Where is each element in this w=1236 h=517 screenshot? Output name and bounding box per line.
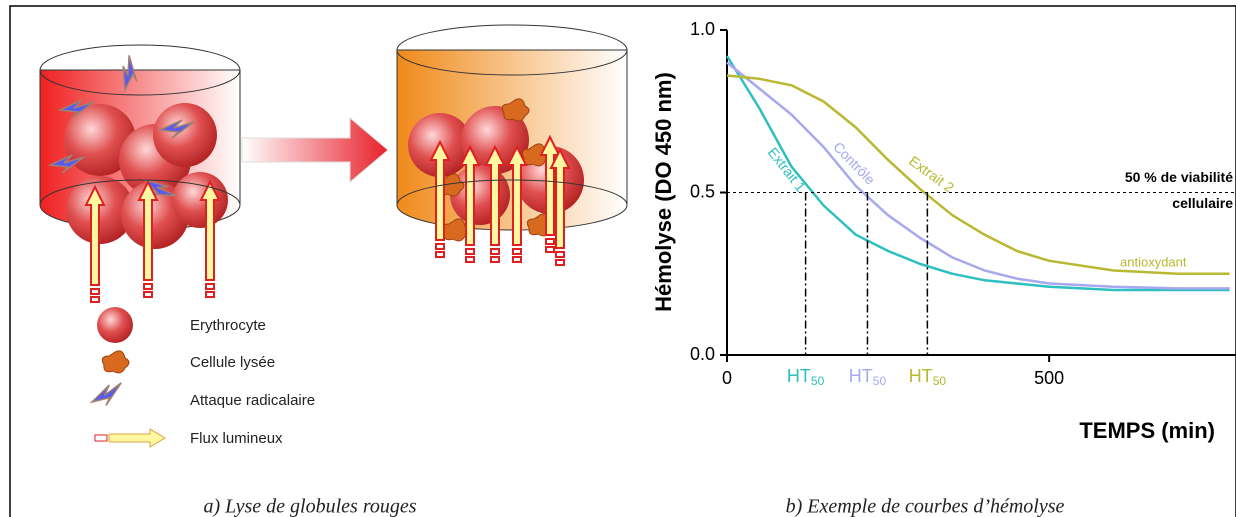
series-label: Extrait 1 bbox=[765, 144, 809, 194]
x-axis-label: TEMPS (min) bbox=[1079, 418, 1215, 443]
caption: b) Exemple de courbes d’hémolyse bbox=[786, 496, 1065, 517]
ht50-label: HT50 bbox=[849, 366, 887, 388]
annotation: antioxydant bbox=[1120, 254, 1187, 269]
series-label: Extrait 2 bbox=[906, 152, 957, 195]
frame bbox=[9, 5, 1236, 517]
caption: a) Lyse de globules rouges bbox=[203, 496, 416, 517]
line-series bbox=[725, 55, 1230, 292]
ht50-label: HT50 bbox=[787, 366, 825, 388]
line-series bbox=[726, 74, 1230, 276]
legend-text: Attaque radicalaire bbox=[190, 392, 315, 409]
ht50-label: HT50 bbox=[909, 366, 947, 388]
ht50-text: HT bbox=[909, 366, 933, 386]
legend-icons bbox=[87, 307, 166, 448]
legend-text: Erythrocyte bbox=[190, 317, 266, 334]
legend-text: Cellule lysée bbox=[190, 354, 275, 371]
ht50-subscript: 50 bbox=[811, 374, 825, 388]
y-tick-label: 0.5 bbox=[690, 181, 715, 201]
ht50-subscript: 50 bbox=[873, 374, 887, 388]
y-tick-label: 0.0 bbox=[690, 344, 715, 364]
x-tick-label: 0 bbox=[722, 368, 732, 388]
ht50-subscript: 50 bbox=[933, 374, 947, 388]
threshold-label: 50 % de viabilité bbox=[1125, 169, 1233, 185]
diagram-lysis bbox=[39, 24, 628, 303]
y-axis-label: Hémolyse (DO 450 nm) bbox=[651, 72, 676, 312]
threshold-label: cellulaire bbox=[1172, 195, 1233, 211]
legend-text: Flux lumineux bbox=[190, 430, 283, 447]
x-tick-label: 500 bbox=[1034, 368, 1064, 388]
ht50-text: HT bbox=[849, 366, 873, 386]
ht50-text: HT bbox=[787, 366, 811, 386]
line-series bbox=[726, 61, 1230, 290]
y-tick-label: 1.0 bbox=[690, 19, 715, 39]
